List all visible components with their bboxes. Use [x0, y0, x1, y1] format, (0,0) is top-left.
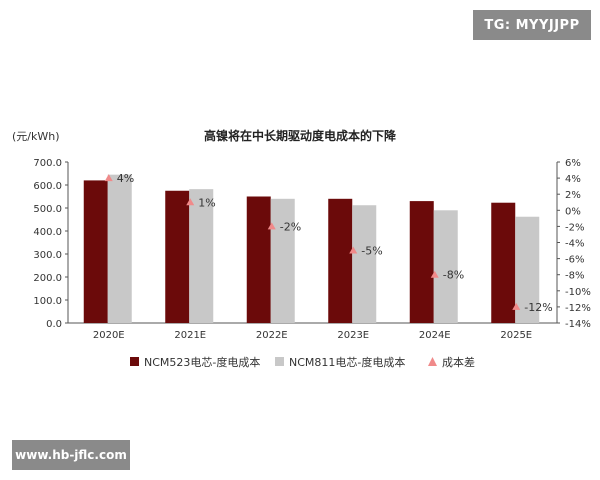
cost-diff-marker [186, 198, 195, 206]
cost-diff-marker [512, 302, 521, 310]
cost-diff-label: -2% [280, 220, 301, 233]
y2-tick-label: -12% [565, 303, 591, 314]
y-tick-label: 400.0 [33, 227, 62, 238]
bar-ncm811 [270, 198, 295, 323]
x-tick-label: 2023E [337, 330, 369, 341]
bar-ncm523 [409, 201, 434, 323]
bar-ncm811 [515, 216, 540, 323]
x-tick-label: 2022E [256, 330, 288, 341]
y2-tick-label: -4% [565, 239, 584, 250]
y-tick-label: 0.0 [46, 319, 62, 330]
bar-ncm523 [328, 198, 353, 323]
bar-ncm811 [107, 174, 132, 323]
bar-ncm811 [352, 205, 377, 323]
y-tick-label: 100.0 [33, 296, 62, 307]
y2-tick-label: -6% [565, 255, 584, 266]
legend-cost-diff-swatch [428, 357, 437, 366]
y2-tick-label: -10% [565, 287, 591, 298]
cost-diff-label: 1% [198, 196, 215, 209]
cost-diff-marker [104, 174, 113, 182]
cost-diff-label: -5% [361, 245, 382, 258]
plot-area: 0.0 100.0 200.0 300.0 400.0 500.0 600.0 700.0 6%… [33, 158, 590, 341]
y2-tick-label: -8% [565, 271, 584, 282]
legend-ncm523-label: NCM523电芯-度电成本 [144, 355, 260, 369]
legend-cost-diff-label: 成本差 [442, 355, 475, 369]
y-tick-label: 200.0 [33, 273, 62, 284]
bar-ncm523 [246, 196, 271, 323]
y-tick-label: 700.0 [33, 158, 62, 169]
y-tick-label: 300.0 [33, 250, 62, 261]
x-tick-label: 2021E [174, 330, 206, 341]
cost-diff-label: 4% [117, 172, 134, 185]
chart-title: 高镍将在中长期驱动度电成本的下降 [204, 128, 397, 143]
bar-ncm523 [165, 190, 190, 323]
bar-ncm811 [433, 210, 458, 323]
x-tick-label: 2020E [93, 330, 125, 341]
cost-diff-label: -12% [524, 301, 552, 314]
watermark-top: TG: MYYJJPP [473, 10, 591, 40]
watermark-bottom: www.hb-jflc.com [12, 440, 130, 470]
cost-diff-marker [349, 246, 358, 254]
bar-ncm523 [491, 202, 516, 323]
legend: NCM523电芯-度电成本 NCM811电芯-度电成本 成本差 [130, 355, 475, 369]
y2-tick-label: 2% [565, 190, 581, 201]
legend-ncm811-label: NCM811电芯-度电成本 [289, 355, 405, 369]
y2-tick-label: -14% [565, 319, 591, 330]
cost-diff-marker [267, 222, 276, 230]
y-tick-label: 600.0 [33, 181, 62, 192]
y2-tick-label: 6% [565, 158, 581, 169]
legend-ncm523-swatch [130, 357, 139, 366]
y2-tick-label: 0% [565, 206, 581, 217]
legend-ncm811-swatch [275, 357, 284, 366]
x-tick-label: 2024E [419, 330, 451, 341]
y2-tick-label: -2% [565, 222, 584, 233]
y-tick-label: 500.0 [33, 204, 62, 215]
bar-ncm523 [83, 180, 108, 323]
x-tick-label: 2025E [500, 330, 532, 341]
cost-diff-marker [430, 270, 439, 278]
bar-ncm811 [189, 189, 214, 323]
y2-tick-label: 4% [565, 174, 581, 185]
cost-diff-label: -8% [443, 269, 464, 282]
y-axis-label: (元/kWh) [12, 130, 60, 143]
